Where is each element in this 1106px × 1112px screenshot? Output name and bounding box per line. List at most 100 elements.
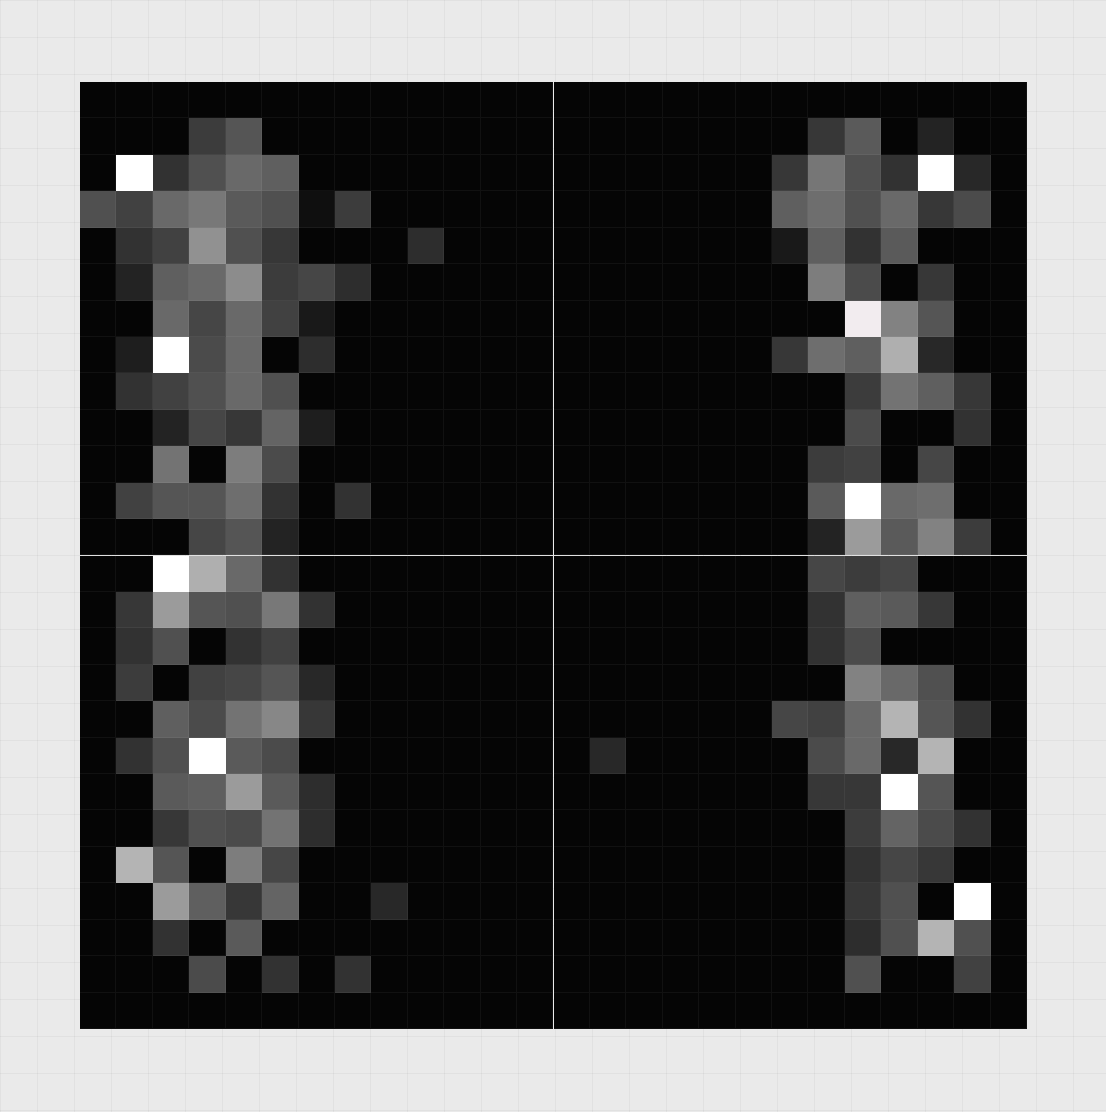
heatmap-cell [991, 301, 1027, 337]
heatmap-cell [189, 738, 225, 774]
heatmap-cell [881, 883, 917, 919]
heatmap-cell [881, 701, 917, 737]
heatmap-cell [262, 446, 298, 482]
heatmap-cell [991, 956, 1027, 992]
heatmap-cell [881, 738, 917, 774]
heatmap-cell [991, 446, 1027, 482]
heatmap-cell [80, 264, 116, 300]
heatmap-cell [663, 301, 699, 337]
heatmap-cell [299, 810, 335, 846]
heatmap-cell [808, 665, 844, 701]
heatmap-cell [699, 373, 735, 409]
heatmap-cell [736, 883, 772, 919]
heatmap-cell [991, 483, 1027, 519]
heatmap-cell [262, 118, 298, 154]
heatmap-cell [918, 774, 954, 810]
heatmap-cell [335, 118, 371, 154]
heatmap-cell [80, 191, 116, 227]
heatmap-container [80, 82, 1027, 1029]
heatmap-cell [262, 228, 298, 264]
heatmap-cell [153, 337, 189, 373]
heatmap-cell [954, 155, 990, 191]
heatmap-cell [772, 847, 808, 883]
heatmap-cell [80, 118, 116, 154]
heatmap-cell [116, 446, 152, 482]
heatmap-cell [554, 373, 590, 409]
heatmap-cell [626, 556, 662, 592]
heatmap-cell [845, 118, 881, 154]
heatmap-cell [554, 810, 590, 846]
heatmap-cell [772, 228, 808, 264]
heatmap-cell [80, 920, 116, 956]
heatmap-cell [736, 847, 772, 883]
heatmap-cell [918, 738, 954, 774]
heatmap-cell [699, 810, 735, 846]
heatmap-cell [845, 592, 881, 628]
heatmap-cell [299, 956, 335, 992]
heatmap-cell [845, 956, 881, 992]
heatmap-cell [736, 410, 772, 446]
heatmap-cell [481, 483, 517, 519]
heatmap-cell [626, 337, 662, 373]
heatmap-cell [408, 701, 444, 737]
heatmap-cell [517, 738, 553, 774]
heatmap-cell [554, 774, 590, 810]
heatmap-cell [590, 701, 626, 737]
heatmap-cell [262, 155, 298, 191]
heatmap-cell [881, 191, 917, 227]
heatmap-cell [153, 701, 189, 737]
heatmap-cell [153, 519, 189, 555]
heatmap-cell [772, 155, 808, 191]
heatmap-cell [991, 883, 1027, 919]
heatmap-cell [736, 519, 772, 555]
heatmap-cell [918, 337, 954, 373]
heatmap-cell [808, 920, 844, 956]
heatmap-cell [554, 191, 590, 227]
heatmap-cell [554, 883, 590, 919]
heatmap-cell [918, 920, 954, 956]
heatmap-cell [845, 993, 881, 1029]
heatmap-cell [408, 519, 444, 555]
heatmap-cell [335, 956, 371, 992]
heatmap-cell [444, 774, 480, 810]
heatmap-cell [408, 410, 444, 446]
heatmap-cell [371, 519, 407, 555]
heatmap-cell [517, 191, 553, 227]
heatmap-cell [991, 810, 1027, 846]
heatmap-cell [808, 738, 844, 774]
heatmap-cell [189, 665, 225, 701]
heatmap-cell [736, 191, 772, 227]
heatmap-cell [517, 373, 553, 409]
heatmap-cell [517, 337, 553, 373]
heatmap-cell [808, 519, 844, 555]
heatmap-cell [335, 191, 371, 227]
heatmap-cell [299, 337, 335, 373]
heatmap-cell [954, 665, 990, 701]
heatmap-cell [590, 738, 626, 774]
heatmap-cell [116, 701, 152, 737]
heatmap-cell [371, 810, 407, 846]
heatmap-cell [226, 993, 262, 1029]
heatmap-cell [954, 920, 990, 956]
heatmap-cell [299, 155, 335, 191]
heatmap-cell [481, 264, 517, 300]
heatmap-cell [116, 337, 152, 373]
heatmap-cell [772, 191, 808, 227]
heatmap-cell [299, 410, 335, 446]
heatmap-cell [226, 665, 262, 701]
heatmap-cell [808, 774, 844, 810]
heatmap-cell [226, 410, 262, 446]
heatmap-cell [517, 810, 553, 846]
heatmap-cell [954, 738, 990, 774]
heatmap-cell [444, 264, 480, 300]
heatmap-cell [626, 264, 662, 300]
heatmap-cell [189, 337, 225, 373]
heatmap-cell [444, 301, 480, 337]
heatmap-cell [699, 701, 735, 737]
heatmap-cell [772, 519, 808, 555]
heatmap-cell [444, 483, 480, 519]
heatmap-cell [189, 956, 225, 992]
heatmap-cell [918, 228, 954, 264]
heatmap-cell [444, 920, 480, 956]
heatmap-cell [881, 264, 917, 300]
